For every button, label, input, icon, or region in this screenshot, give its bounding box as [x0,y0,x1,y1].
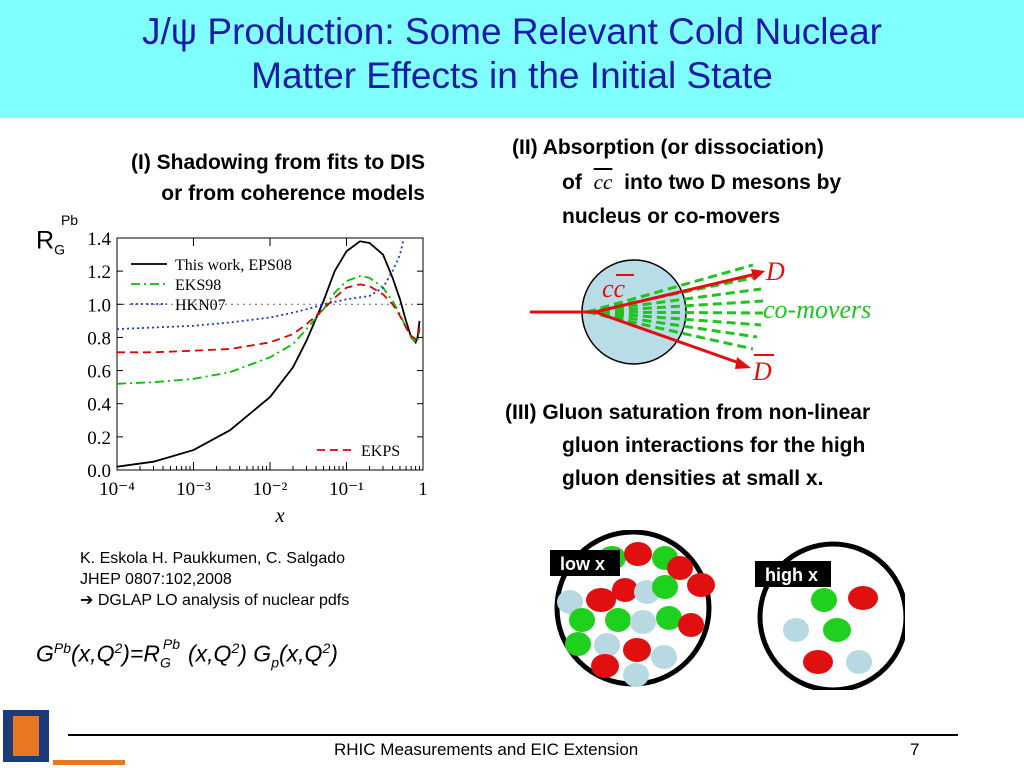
formula-close2: ) [330,640,338,667]
y-tick-label: 0.4 [87,395,111,416]
series-line-ekps [117,283,421,354]
section-absorption-into: into two D mesons by [624,171,842,194]
chart-y-label: RG Pb [36,212,82,258]
section-shadowing-line1: (I) Shadowing from fits to DIS [131,151,425,174]
section-absorption-line1: (II) Absorption (or dissociation) [512,136,824,159]
section-shadowing-line2: or from coherence models [161,182,425,205]
y-tick-label: 0.8 [87,328,111,349]
y-tick-label: 0.0 [87,461,111,482]
x-tick-label: 10⁻⁴ [99,479,135,500]
footer-text: RHIC Measurements and EIC Extension [334,740,639,759]
x-tick-label: 10⁻¹ [329,479,364,500]
formula-psub: p [271,654,279,671]
logo-stripe [53,760,125,765]
section-saturation: (III) Gluon saturation from non-linear g… [505,396,870,495]
d-arrow [594,271,761,314]
slide-title-line1: J/ψ Production: Some Relevant Cold Nucle… [142,11,882,52]
legend-label: This work, EPS08 [175,257,292,274]
shadowing-chart: 0.0 0.2 0.4 0.6 0.8 1.0 1.2 1.4 10⁻⁴ 10⁻³ 10⁻² 10⁻¹… [87,229,428,527]
section-saturation-line3: gluon densities at small x. [562,467,824,490]
slide-title-line2: Matter Effects in the Initial State [251,55,773,96]
formula-pb: Pb [53,640,72,656]
formula-eq: )=R [122,640,160,667]
x-tick-label: 1 [418,479,428,500]
section-shadowing: (I) Shadowing from fits to DIS or from c… [20,147,425,209]
cc-label: cc [602,274,626,303]
title-bar: J/ψ Production: Some Relevant Cold Nucle… [0,0,1024,118]
section-saturation-line2: gluon interactions for the high [562,434,866,457]
series-line-hkn07 [117,238,405,330]
high-x-gluons [783,586,878,674]
dbar-label: D [752,357,772,386]
comovers-label: co-movers [763,295,871,324]
formula: GPb(x,Q2)=RGPb (x,Q2) Gp(x,Q2) [36,636,338,671]
dbar-arrow [594,310,746,367]
formula-sq3: 2 [322,640,331,656]
y-label-main: R [36,226,55,255]
formula-close: ) G [239,640,272,667]
x-tick-label: 10⁻³ [176,479,211,500]
y-tick-label: 0.2 [87,428,111,449]
high-x-label: high x [765,565,818,585]
legend-label-ekps: EKPS [361,443,400,460]
formula-args2: (x,Q [187,640,232,667]
formula-args1: (x,Q [71,640,115,667]
formula-pb2: Pb [162,636,180,652]
logo-i-mark [13,716,39,756]
legend-label: EKS98 [175,277,221,294]
y-tick-label: 1.0 [87,295,111,316]
section-saturation-line1: (III) Gluon saturation from non-linear [505,401,871,424]
cc-inline: cc [593,170,613,194]
y-label-sup: Pb [60,212,79,228]
d-label: D [765,257,785,286]
high-x-label-bg [755,561,831,587]
section-absorption-of: of [562,171,582,194]
formula-gsub: G [159,654,171,671]
y-label-sub: G [54,241,65,258]
citation-authors: K. Eskola H. Paukkumen, C. Salgado [80,550,346,567]
y-tick-label: 1.2 [87,262,111,283]
y-tick-label: 0.6 [87,362,111,383]
x-axis-label: x [274,503,285,527]
section-absorption-line3: nucleus or co-movers [562,205,781,228]
formula-g: G [36,640,54,667]
section-absorption-line2: of cc into two D mesons by [512,165,841,200]
citation-journal: JHEP 0807:102,2008 [80,571,232,588]
formula-sq1: 2 [114,640,123,656]
citation-note: ➔ DGLAP LO analysis of nuclear pdfs [80,592,350,609]
section-absorption: (II) Absorption (or dissociation) of cc … [512,131,841,234]
nuclei-illustration: low x high x [550,530,905,690]
low-x-label: low x [560,554,605,574]
footer-rule [68,734,958,736]
page-number: 7 [910,740,920,759]
x-tick-label: 10⁻² [253,479,288,500]
legend-label: HKN07 [175,297,226,314]
low-x-label-bg [550,550,620,576]
citation: K. Eskola H. Paukkumen, C. Salgado JHEP … [80,548,349,611]
university-logo [3,710,49,762]
y-tick-label: 1.4 [87,229,111,250]
series-line-this-work-eps08 [117,240,421,468]
d-arrowhead [751,269,765,281]
formula-args3: (x,Q [278,640,323,667]
formula-sq2: 2 [231,640,240,656]
absorption-diagram: cc D D co-movers [530,257,871,386]
dbar-arrowhead [735,357,751,369]
